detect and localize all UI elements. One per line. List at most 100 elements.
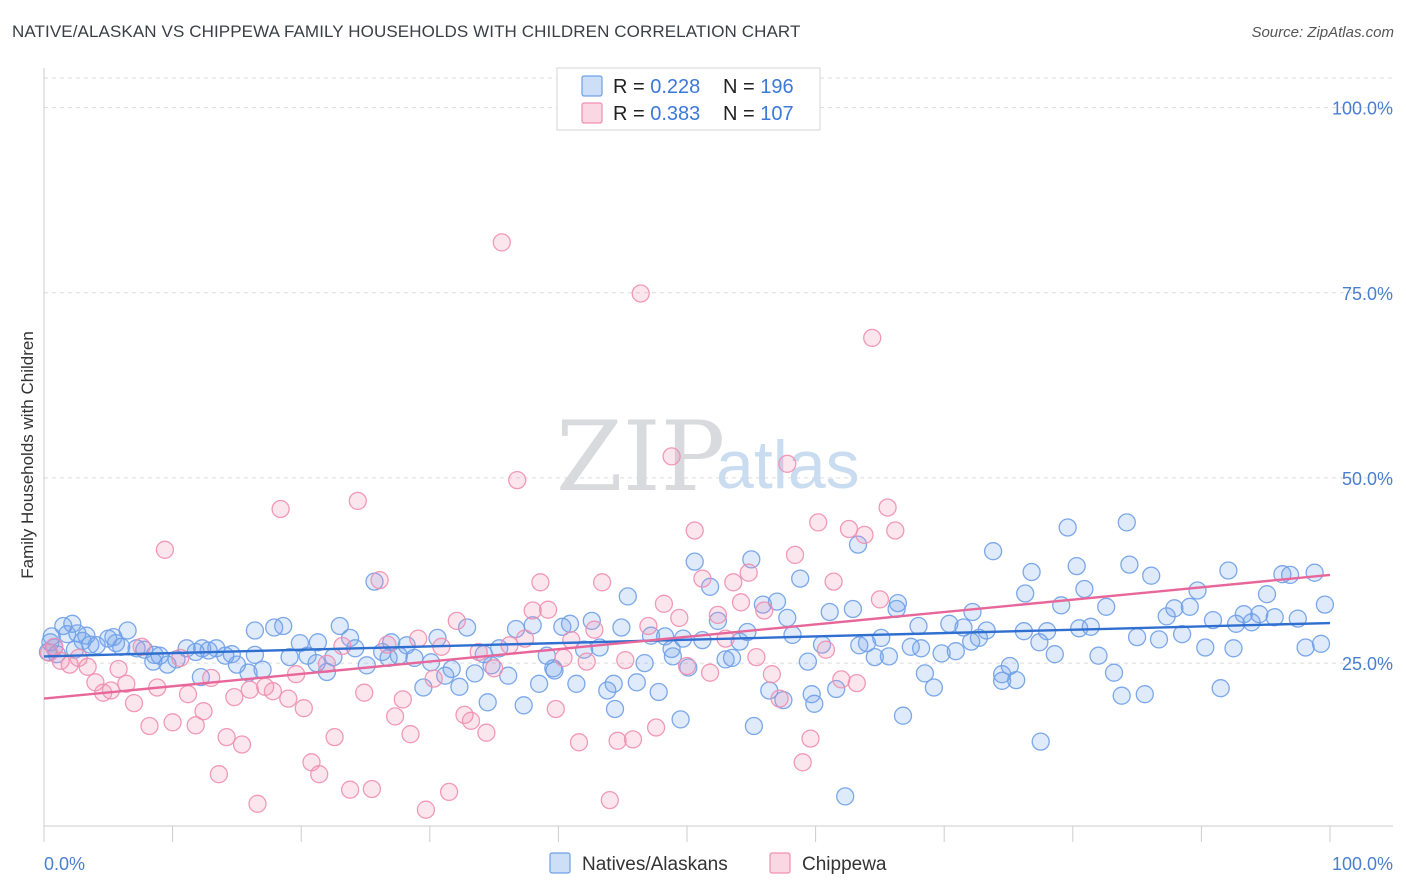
point-chippewa: [639, 616, 658, 636]
point-chippewa: [477, 723, 496, 742]
point-natives: [63, 614, 82, 633]
point-chippewa: [600, 790, 619, 810]
point-natives: [1007, 670, 1026, 690]
point-chippewa: [109, 659, 128, 679]
point-natives: [1165, 599, 1184, 618]
point-chippewa: [484, 659, 504, 678]
legend-swatch-chippewa: [581, 102, 603, 124]
point-chippewa: [546, 699, 565, 719]
point-natives: [465, 664, 484, 683]
watermark-zip: ZIP: [556, 401, 725, 513]
point-natives: [893, 706, 913, 725]
point-chippewa: [824, 572, 843, 591]
point-chippewa: [870, 590, 890, 609]
point-natives: [1149, 630, 1169, 649]
point-chippewa: [325, 727, 344, 747]
point-natives: [1127, 627, 1147, 647]
point-chippewa: [378, 635, 397, 654]
point-chippewa: [585, 620, 604, 639]
point-chippewa: [424, 669, 443, 688]
legend-r-value-chippewa: 0.383: [650, 103, 700, 125]
point-natives: [436, 666, 455, 685]
point-natives: [708, 611, 728, 631]
point-chippewa: [685, 521, 704, 540]
point-chippewa: [370, 570, 389, 590]
bottom-legend-label-natives: Natives/Alaskans: [582, 854, 728, 875]
point-natives: [1120, 555, 1139, 574]
data-points: [38, 233, 1335, 819]
point-chippewa: [393, 690, 412, 709]
point-natives: [983, 542, 1003, 561]
point-natives: [529, 674, 549, 693]
point-chippewa: [194, 702, 213, 721]
point-natives: [791, 569, 810, 588]
point-chippewa: [778, 454, 797, 473]
point-natives: [442, 659, 461, 679]
bottom-legend-label-chippewa: Chippewa: [802, 854, 887, 875]
point-natives: [836, 787, 855, 806]
point-natives: [820, 602, 839, 622]
point-chippewa: [401, 725, 420, 744]
point-chippewa: [310, 765, 329, 784]
gridlines: [44, 77, 1393, 664]
point-natives: [450, 677, 469, 696]
point-chippewa: [747, 647, 766, 667]
point-natives: [865, 647, 884, 667]
point-natives: [104, 627, 123, 647]
point-natives: [1031, 732, 1050, 751]
point-natives: [843, 599, 863, 619]
point-chippewa: [155, 540, 175, 559]
point-natives: [567, 674, 586, 693]
point-chippewa: [739, 563, 758, 582]
point-natives: [1188, 581, 1207, 600]
point-chippewa: [531, 573, 550, 592]
point-natives: [478, 693, 497, 712]
point-chippewa: [832, 670, 851, 689]
point-natives: [457, 618, 477, 637]
point-chippewa: [839, 519, 859, 539]
point-natives: [827, 679, 846, 699]
point-natives: [1016, 584, 1035, 603]
svg-text:N = 196: N = 196: [723, 76, 794, 98]
point-natives: [977, 621, 996, 640]
x-tick-label-min: 0.0%: [44, 854, 85, 874]
point-chippewa: [271, 499, 290, 519]
point-natives: [1075, 579, 1094, 599]
point-chippewa: [562, 630, 581, 650]
point-chippewa: [186, 716, 205, 735]
point-natives: [911, 639, 931, 658]
point-chippewa: [492, 233, 511, 252]
svg-text:R = 0.383: R = 0.383: [613, 103, 700, 125]
point-chippewa: [508, 470, 527, 490]
point-natives: [618, 587, 637, 606]
point-natives: [1135, 685, 1154, 704]
top-legend-box: [556, 67, 821, 131]
y-tick-label: 100.0%: [1332, 99, 1393, 119]
point-natives: [742, 550, 761, 569]
point-natives: [1089, 646, 1108, 665]
point-natives: [1311, 634, 1331, 653]
point-chippewa: [801, 729, 820, 748]
point-natives: [1058, 518, 1077, 537]
point-natives: [722, 648, 742, 668]
point-natives: [1280, 565, 1300, 585]
point-chippewa: [178, 685, 198, 704]
point-natives: [1142, 566, 1161, 585]
point-chippewa: [340, 780, 360, 799]
point-natives: [245, 621, 265, 640]
point-natives: [605, 699, 625, 719]
trend-line-chippewa: [43, 573, 1331, 700]
point-natives: [992, 671, 1012, 690]
point-natives: [1305, 563, 1324, 582]
legend-n-value-chippewa: 107: [760, 103, 793, 125]
point-chippewa: [592, 573, 612, 592]
point-chippewa: [523, 601, 542, 620]
point-chippewa: [623, 730, 643, 749]
point-chippewa: [731, 593, 751, 612]
point-natives: [879, 647, 899, 666]
point-natives: [932, 644, 951, 663]
point-natives: [482, 656, 501, 675]
top-legend: R = 0.228 N = 196 R = 0.383 N = 107: [556, 67, 821, 131]
point-natives: [1117, 513, 1136, 532]
point-chippewa: [878, 498, 897, 517]
